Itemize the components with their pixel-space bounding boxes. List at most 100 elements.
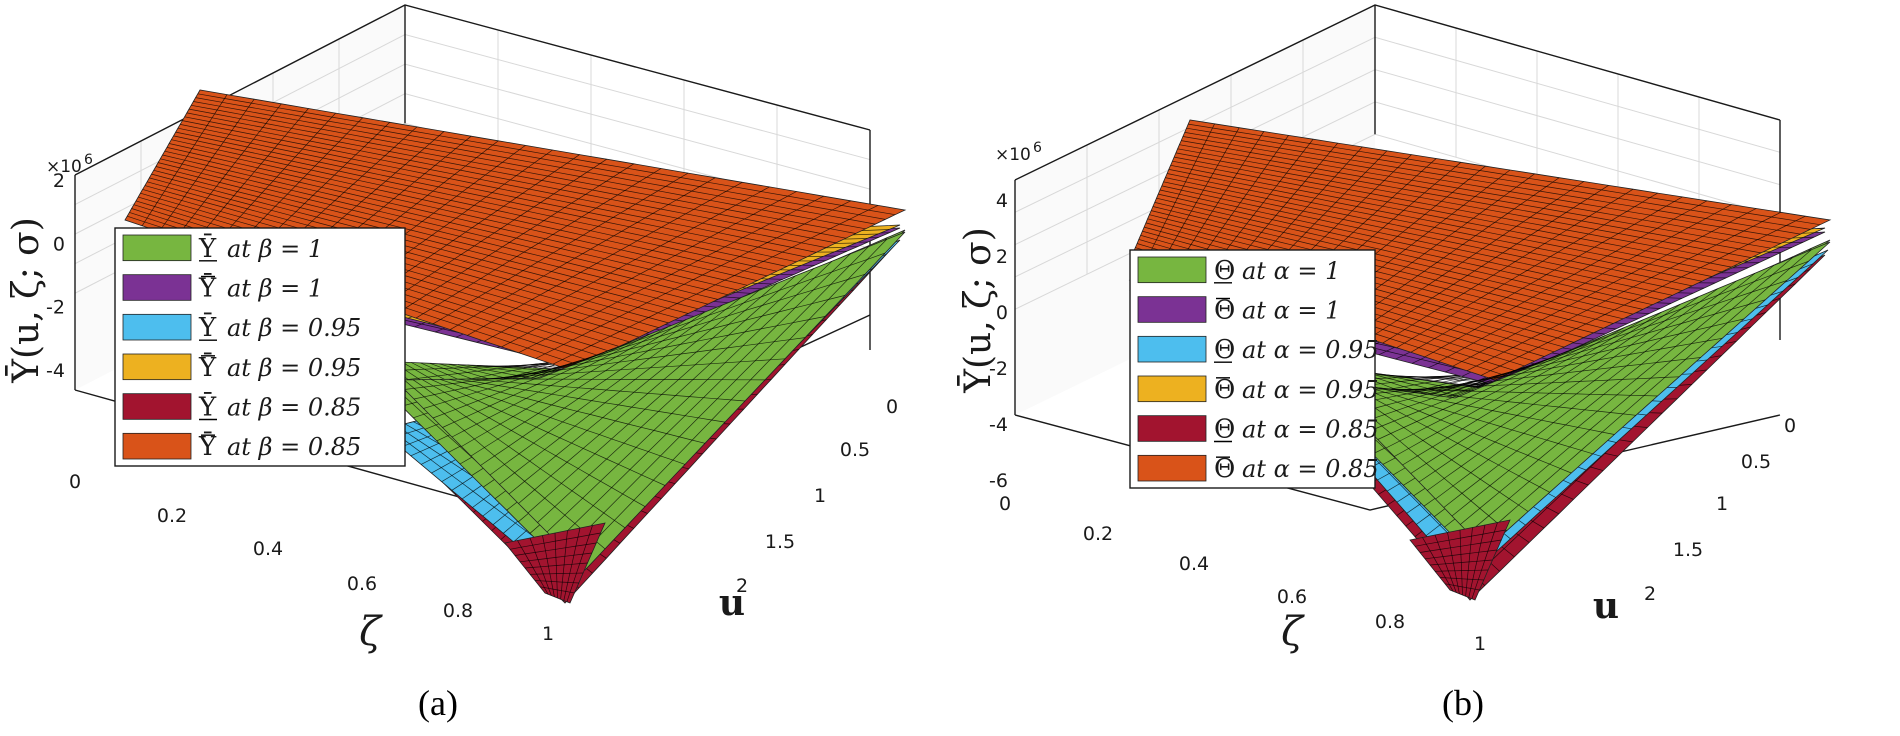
y-tick-label: 1.5 xyxy=(1673,539,1703,561)
y-axis-label: u xyxy=(719,582,745,624)
legend-swatch xyxy=(1137,296,1207,323)
y-tick-label: 2 xyxy=(736,575,748,597)
legend-symbol: Ῡ xyxy=(198,312,217,343)
z-tick-label: 2 xyxy=(53,170,65,192)
surface-svg: 4 2 0 -2 -4 -6 ×10 6 0 0.2 0.4 0.6 0.8 1 0 0.5 1 1.5 2 ζ u Ῡ(… xyxy=(958,4,1832,655)
legend-label: at α = 1 xyxy=(1242,257,1340,285)
legend-label: at β = 1 xyxy=(227,275,323,303)
y-tick-label: 0.5 xyxy=(840,439,870,461)
legend-symbol: Θ xyxy=(1214,296,1235,326)
legend-swatch xyxy=(1137,256,1207,284)
z-tick-label: 2 xyxy=(996,246,1008,268)
x-tick-label: 0.2 xyxy=(1083,523,1113,545)
z-tick-label: -6 xyxy=(989,470,1008,492)
z-ticks: 2 0 -2 -4 xyxy=(46,170,65,382)
z-ticks: 4 2 0 -2 -4 -6 xyxy=(989,190,1008,492)
z-tick-label: 4 xyxy=(996,190,1008,212)
x-tick-label: 0.4 xyxy=(1179,553,1209,575)
y-tick-label: 1 xyxy=(1716,493,1728,515)
legend-label: at β = 0.95 xyxy=(227,314,361,342)
legend-label: at α = 0.95 xyxy=(1242,376,1379,404)
x-tick-label: 1 xyxy=(542,623,554,645)
z-multiplier: ×10 6 xyxy=(995,140,1042,165)
z-tick-label: -4 xyxy=(46,360,65,382)
legend-label: at α = 0.85 xyxy=(1242,455,1379,483)
x-axis-label: ζ xyxy=(359,609,383,655)
legend-swatch xyxy=(122,353,192,381)
z-tick-label: -2 xyxy=(46,297,65,319)
x-tick-label: 0.8 xyxy=(1375,611,1405,633)
z-tick-label: -2 xyxy=(989,358,1008,380)
z-multiplier-exp: 6 xyxy=(84,152,93,168)
x-ticks: 0 0.2 0.4 0.6 0.8 1 xyxy=(69,471,554,645)
x-ticks: 0 0.2 0.4 0.6 0.8 1 xyxy=(999,493,1486,655)
x-tick-label: 0 xyxy=(999,493,1011,515)
legend-symbol: Ῡ xyxy=(198,233,217,264)
y-tick-label: 0 xyxy=(1784,415,1796,437)
legend-swatch xyxy=(1137,335,1207,363)
legend-label: at α = 0.95 xyxy=(1242,336,1379,364)
legend-symbol: Ῡ xyxy=(198,392,217,423)
legend-symbol: Ῡ xyxy=(198,273,217,304)
legend-symbol: Θ xyxy=(1214,335,1235,365)
y-tick-label: 2 xyxy=(1644,583,1656,605)
z-tick-label: -4 xyxy=(989,414,1008,436)
legend-label: at β = 1 xyxy=(227,235,323,263)
legend-swatch xyxy=(122,313,192,341)
surface-lower-1-front xyxy=(1318,241,1831,551)
y-tick-label: 0 xyxy=(886,396,898,418)
z-axis-label: Ῡ(u, ζ; σ) xyxy=(958,227,999,394)
z-multiplier: ×10 6 xyxy=(46,152,93,177)
x-tick-label: 0 xyxy=(69,471,81,493)
y-ticks: 0 0.5 1 1.5 2 xyxy=(1644,415,1796,605)
legend-symbol: Θ xyxy=(1214,256,1235,286)
z-tick-label: 0 xyxy=(996,302,1008,324)
x-tick-label: 0.2 xyxy=(157,505,187,527)
legend-swatch xyxy=(122,274,192,301)
legend-label: at β = 0.95 xyxy=(227,354,361,382)
y-ticks: 0 0.5 1 1.5 2 xyxy=(736,396,898,597)
y-tick-label: 1.5 xyxy=(765,531,795,553)
z-multiplier-exp: 6 xyxy=(1033,140,1042,156)
panel-label-b: (b) xyxy=(1442,683,1484,723)
legend-symbol: Ῡ xyxy=(198,431,217,462)
legend-symbol: Ῡ xyxy=(198,352,217,383)
z-multiplier-base: ×10 xyxy=(46,157,82,177)
legend-symbol: Θ xyxy=(1214,375,1235,405)
x-tick-label: 1 xyxy=(1474,633,1486,655)
surface-lower-0.85-tip xyxy=(1409,519,1511,601)
surface-lower-0.85-tip xyxy=(504,522,606,604)
legend-swatch xyxy=(122,393,192,420)
legend-label: at β = 0.85 xyxy=(227,433,361,461)
x-axis-label: ζ xyxy=(1281,609,1305,655)
legend-symbol: Θ xyxy=(1214,454,1235,484)
x-tick-label: 0.6 xyxy=(347,573,377,595)
legend-label: at α = 1 xyxy=(1242,297,1340,325)
legend-label: at β = 0.85 xyxy=(227,394,361,422)
z-axis-label: Ῡ(u, ζ; σ) xyxy=(6,217,47,384)
legend-swatch xyxy=(1137,454,1207,482)
surface-plot-b: 4 2 0 -2 -4 -6 ×10 6 0 0.2 0.4 0.6 0.8 1 0 0.5 1 1.5 2 ζ u Ῡ(… xyxy=(950,0,1900,732)
legend-symbol: Θ xyxy=(1214,415,1235,445)
y-tick-label: 1 xyxy=(814,485,826,507)
x-tick-label: 0.8 xyxy=(443,600,473,622)
legend-swatch xyxy=(1137,415,1207,442)
surface-plot-a: 2 0 -2 -4 ×10 6 0 0.2 0.4 0.6 0.8 1 0 0.5 1 1.5 2 ζ u Ῡ(u, … xyxy=(0,0,950,732)
z-tick-label: 0 xyxy=(53,233,65,255)
legend-swatch xyxy=(122,234,192,262)
panel-label-a: (a) xyxy=(418,683,458,723)
surface-svg: 2 0 -2 -4 ×10 6 0 0.2 0.4 0.6 0.8 1 0 0.5 1 1.5 2 ζ u Ῡ(u, … xyxy=(6,4,907,655)
y-tick-label: 0.5 xyxy=(1741,451,1771,473)
